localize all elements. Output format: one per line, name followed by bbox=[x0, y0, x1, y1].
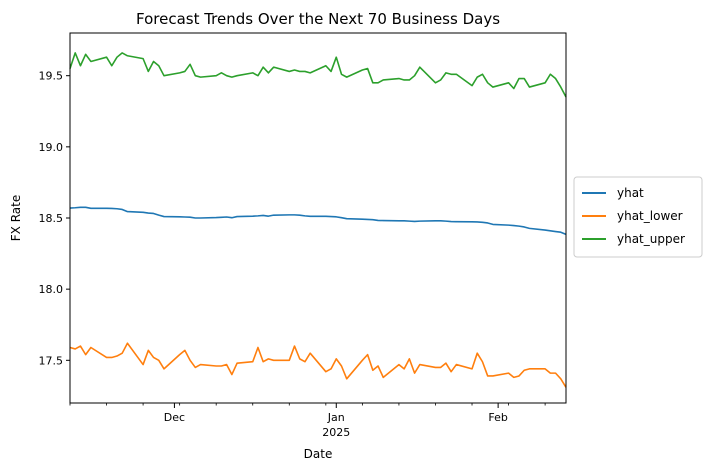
x-axis-label: Date bbox=[304, 447, 333, 461]
legend-label-yhat_lower: yhat_lower bbox=[617, 209, 683, 223]
legend-label-yhat_upper: yhat_upper bbox=[617, 232, 685, 246]
legend-box bbox=[573, 176, 703, 258]
legend-items: yhat yhat_lower yhat_upper bbox=[582, 186, 685, 246]
x-tick-sublabel: 2025 bbox=[322, 426, 350, 439]
chart-title: Forecast Trends Over the Next 70 Busines… bbox=[136, 10, 500, 28]
legend: yhat yhat_lower yhat_upper bbox=[573, 176, 703, 258]
series-line-yhat_upper bbox=[69, 52, 567, 98]
y-tick-label: 17.5 bbox=[39, 354, 64, 367]
series-line-yhat bbox=[69, 206, 567, 236]
y-axis-label: FX Rate bbox=[9, 195, 23, 241]
y-tick-label: 19.0 bbox=[39, 141, 64, 154]
x-tick-label: Jan bbox=[327, 411, 345, 424]
y-tick-label: 18.0 bbox=[39, 283, 64, 296]
y-axis: 17.5 18.0 18.5 19.0 19.5 bbox=[39, 70, 70, 367]
x-axis: Dec Jan 2025 Feb bbox=[69, 403, 546, 439]
y-tick-label: 18.5 bbox=[39, 212, 64, 225]
plot-frame bbox=[69, 32, 567, 404]
x-tick-label: Dec bbox=[164, 411, 185, 424]
plot-lines bbox=[69, 52, 567, 388]
x-tick-label: Feb bbox=[488, 411, 507, 424]
series-line-yhat_lower bbox=[69, 342, 567, 388]
y-tick-label: 19.5 bbox=[39, 70, 64, 83]
legend-label-yhat: yhat bbox=[617, 186, 644, 200]
